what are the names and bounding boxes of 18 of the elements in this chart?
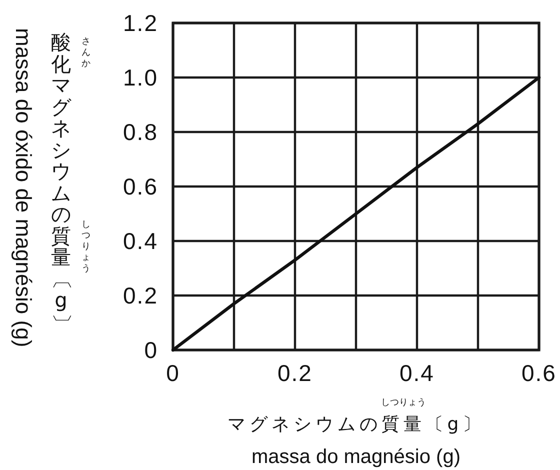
x-tick: 0 bbox=[166, 360, 180, 386]
x-tick: 0.2 bbox=[278, 360, 312, 386]
y-tick: 0.2 bbox=[123, 282, 158, 308]
annotation: しつりょう bbox=[81, 220, 91, 274]
y-tick: 1.2 bbox=[123, 10, 158, 36]
annotation: さんか bbox=[81, 37, 91, 70]
annotation: しつりょう bbox=[380, 399, 426, 408]
ylabel: 酸化マグネシウムの質量〔g〕 bbox=[50, 32, 72, 333]
y-tick: 0.6 bbox=[123, 174, 158, 200]
annotation: massa do magnésio (g) bbox=[252, 447, 460, 467]
annotation: massa do óxido de magnésio (g) bbox=[12, 28, 34, 348]
y-tick: 0.8 bbox=[123, 119, 158, 145]
x-tick: 0.6 bbox=[522, 360, 556, 386]
y-tick: 1.0 bbox=[123, 64, 158, 90]
y-tick: 0.4 bbox=[123, 228, 158, 254]
xlabel: マグネシウムの質量〔g〕 bbox=[227, 416, 485, 434]
y-tick: 0 bbox=[144, 337, 158, 363]
x-tick: 0.4 bbox=[400, 360, 434, 386]
